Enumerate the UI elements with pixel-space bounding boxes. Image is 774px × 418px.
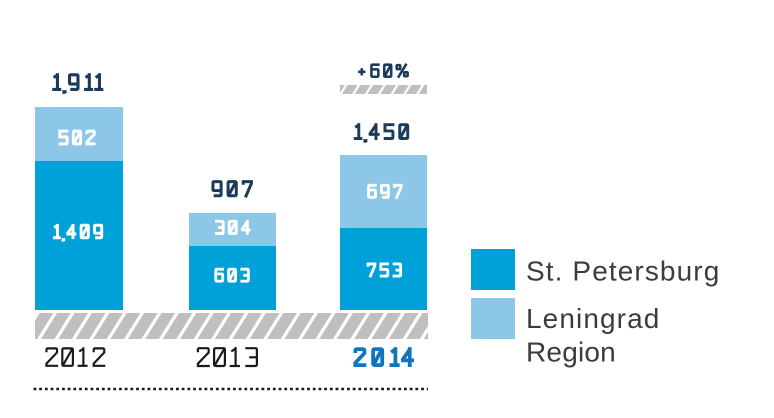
svg-text:Region: Region <box>526 336 616 367</box>
svg-text:Leningrad: Leningrad <box>526 303 660 334</box>
svg-text:St. Petersburg: St. Petersburg <box>526 256 720 287</box>
